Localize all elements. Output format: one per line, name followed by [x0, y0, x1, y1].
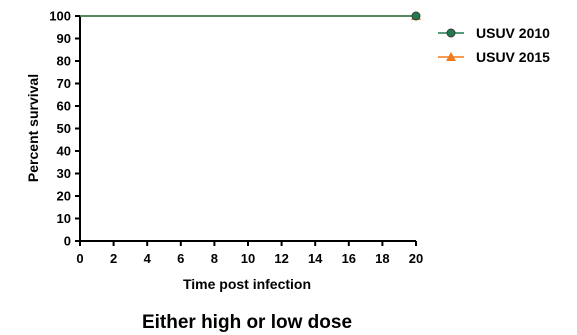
- x-tick-label: 6: [177, 251, 184, 266]
- y-tick-label: 70: [57, 76, 71, 91]
- x-axis-label: Time post infection: [183, 276, 311, 292]
- y-tick-label: 90: [57, 31, 71, 46]
- x-tick-label: 14: [308, 251, 323, 266]
- chart-caption: Either high or low dose: [142, 312, 352, 333]
- x-tick-label: 20: [409, 251, 423, 266]
- x-tick-label: 0: [76, 251, 83, 266]
- x-tick-label: 12: [274, 251, 288, 266]
- y-tick-label: 80: [57, 54, 71, 69]
- legend-marker: [446, 28, 456, 38]
- y-tick-label: 10: [57, 211, 71, 226]
- axes: [79, 16, 416, 242]
- x-tick-label: 16: [342, 251, 356, 266]
- data-point: [411, 11, 421, 21]
- ticks: 0 10 20 30 40 50 60 70 80 90 100 0 2 4 6 8 10 12 14 16 18 20: [49, 9, 423, 267]
- y-tick-label: 40: [57, 144, 71, 159]
- x-tick-label: 10: [241, 251, 255, 266]
- y-tick-label: 50: [57, 121, 71, 136]
- y-tick-label: 0: [64, 234, 71, 249]
- y-tick-label: 60: [57, 99, 71, 114]
- x-tick-label: 18: [375, 251, 389, 266]
- legend-marker: [446, 52, 456, 61]
- x-tick-label: 8: [211, 251, 218, 266]
- x-tick-label: 4: [144, 251, 152, 266]
- legend-label: USUV 2015: [476, 49, 550, 65]
- legend: USUV 2010 USUV 2015: [438, 25, 550, 65]
- y-tick-label: 100: [49, 9, 71, 24]
- series-group: [80, 11, 421, 21]
- y-tick-label: 20: [57, 189, 71, 204]
- y-axis-label: Percent survival: [25, 74, 41, 182]
- y-tick-label: 30: [57, 166, 71, 181]
- legend-label: USUV 2010: [476, 25, 550, 41]
- x-tick-label: 2: [110, 251, 117, 266]
